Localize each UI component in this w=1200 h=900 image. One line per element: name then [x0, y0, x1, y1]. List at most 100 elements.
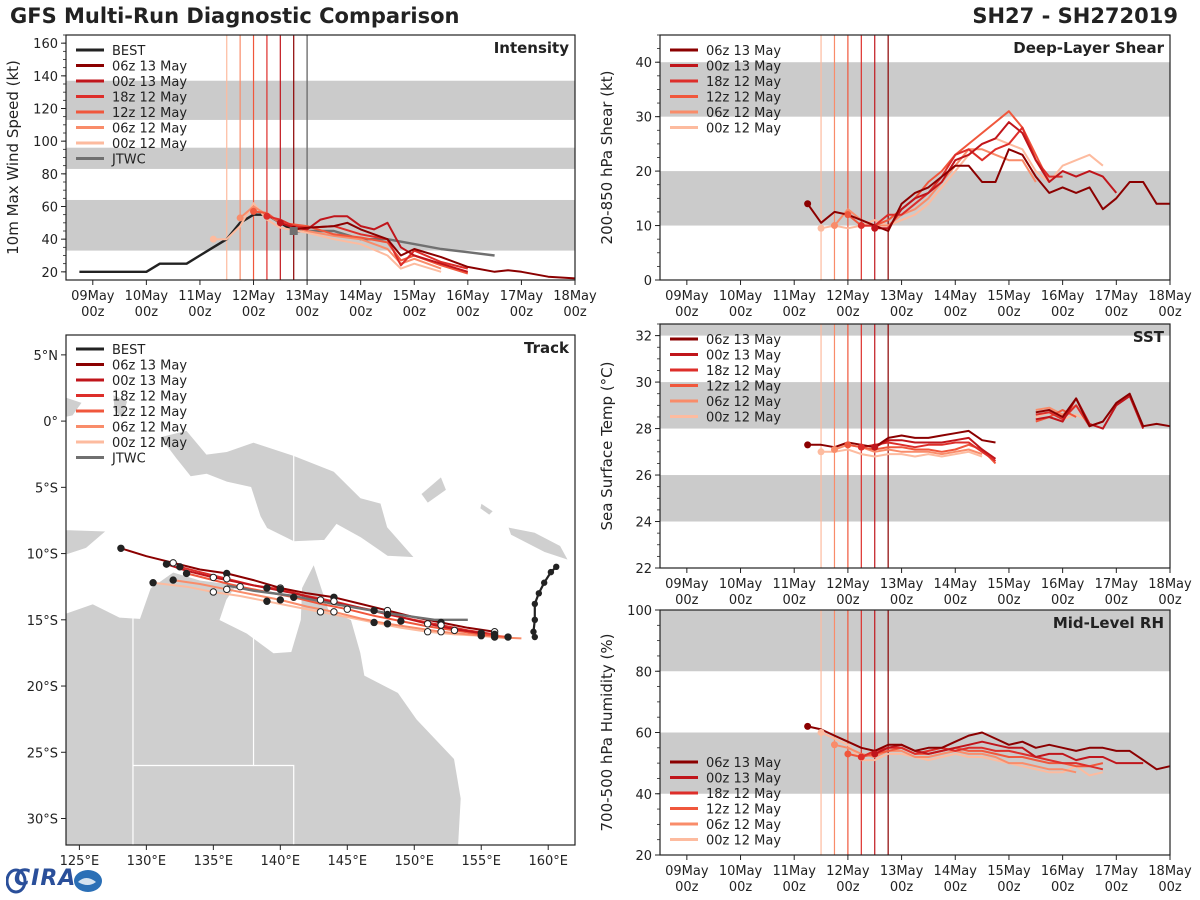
legend-label: 18z 12 May: [112, 91, 187, 106]
rh-xtick-hour: 00z: [944, 880, 968, 895]
run-track-point: [290, 593, 298, 601]
run-start-marker: [236, 214, 244, 222]
run-start-marker: [263, 212, 271, 220]
run-track-point: [397, 617, 405, 625]
legend-label: 00z 12 May: [112, 436, 187, 451]
intensity-xtick-day: 12May: [232, 289, 276, 304]
legend-label: 06z 12 May: [706, 106, 781, 121]
state-border: [252, 633, 295, 845]
run-series-line: [213, 202, 442, 273]
legend-label: 00z 13 May: [706, 772, 781, 787]
sst-xtick-day: 14May: [934, 577, 978, 592]
sst-ytick-label: 24: [635, 516, 652, 531]
track-xtick-label: 145°E: [328, 854, 368, 869]
run-series-line: [860, 746, 1104, 771]
run-track-point: [149, 579, 157, 587]
shear-xtick-hour: 00z: [729, 305, 753, 320]
run-track-point: [276, 596, 285, 604]
track-xtick-label: 140°E: [261, 854, 301, 869]
run-start-marker: [857, 443, 865, 451]
run-start-marker: [871, 443, 879, 451]
rh-xtick-hour: 00z: [1105, 880, 1129, 895]
rh-xtick-day: 18May: [1148, 864, 1192, 879]
run-start-marker: [871, 224, 879, 232]
jtwc-start-marker: [289, 227, 298, 235]
shear-ytick-label: 20: [635, 165, 652, 180]
run-track-point: [383, 610, 392, 619]
track-title: Track: [524, 339, 570, 357]
intensity-xtick-hour: 00z: [349, 305, 373, 320]
intensity-ytick-label: 40: [41, 233, 58, 248]
run-start-marker: [857, 222, 865, 230]
intensity-xtick-hour: 00z: [563, 305, 587, 320]
best-track-point: [553, 563, 560, 571]
intensity-xtick-day: 16May: [446, 289, 490, 304]
track-ytick-label: 20°S: [27, 680, 58, 695]
run-track-point: [223, 585, 231, 594]
sst-xtick-hour: 00z: [675, 593, 699, 608]
rh-xtick-hour: 00z: [675, 880, 699, 895]
sst-title: SST: [1133, 328, 1165, 346]
sst-xtick-day: 12May: [826, 577, 870, 592]
intensity-panel: [61, 34, 576, 285]
rh-xtick-day: 16May: [1041, 864, 1085, 879]
rh-band: [660, 610, 1170, 672]
intensity-xtick-day: 15May: [393, 289, 437, 304]
sst-panel: [655, 323, 1171, 573]
legend-label: 00z 12 May: [112, 137, 187, 152]
sst-xtick-day: 18May: [1148, 577, 1192, 592]
intensity-ytick-label: 100: [33, 135, 58, 150]
run-start-marker: [817, 729, 825, 736]
intensity-ytick-label: 80: [41, 168, 58, 183]
track-ytick-label: 15°S: [27, 614, 58, 629]
rh-xtick-day: 09May: [665, 864, 709, 879]
intensity-title: Intensity: [494, 39, 570, 57]
run-track-point: [437, 621, 445, 629]
run-track-point: [450, 626, 459, 635]
run-track-point: [316, 596, 325, 604]
legend-label: 06z 12 May: [112, 421, 187, 436]
intensity-xtick-day: 17May: [500, 289, 544, 304]
run-start-marker: [830, 222, 838, 230]
rh-xtick-day: 11May: [772, 864, 816, 879]
cira-logo-icon: [6, 868, 102, 894]
run-track-point: [276, 585, 285, 594]
track-ytick-label: 10°S: [27, 548, 58, 563]
legend-label: BEST: [112, 343, 145, 358]
legend-label: 12z 12 May: [706, 91, 781, 106]
shear-xtick-hour: 00z: [675, 305, 699, 320]
track-xtick-label: 150°E: [394, 854, 434, 869]
intensity-ytick-label: 20: [41, 266, 58, 281]
best-track-point: [535, 590, 543, 597]
track-ytick-label: 25°S: [27, 746, 58, 761]
shear-band: [660, 62, 1170, 117]
run-track-point: [176, 563, 184, 571]
run-track-point: [117, 544, 125, 552]
cira-logo-text: CIRA: [14, 866, 77, 891]
sst-xtick-hour: 00z: [783, 593, 807, 608]
run-start-marker: [830, 741, 838, 749]
track-xtick-label: 155°E: [461, 854, 501, 869]
legend-label: 00z 13 May: [706, 349, 781, 364]
sst-xtick-day: 13May: [880, 577, 924, 592]
intensity-xtick-day: 14May: [339, 289, 383, 304]
sst-ytick-label: 22: [635, 562, 652, 577]
run-track-point: [370, 618, 378, 627]
sst-band: [660, 324, 1170, 336]
track-xtick-label: 160°E: [528, 854, 568, 869]
shear-xtick-day: 09May: [665, 289, 709, 304]
track-frame: [65, 334, 576, 846]
rh-ytick-label: 20: [635, 849, 652, 864]
run-track-point: [263, 584, 271, 592]
rh-xtick-hour: 00z: [1051, 880, 1075, 895]
page-title: GFS Multi-Run Diagnostic Comparison: [10, 4, 460, 28]
shear-xtick-day: 11May: [772, 289, 816, 304]
rh-ytick-label: 60: [635, 727, 652, 742]
legend-label: 18z 12 May: [706, 75, 781, 90]
legend-label: 00z 12 May: [706, 411, 781, 426]
legend-label: 12z 12 May: [112, 405, 187, 420]
run-series-line: [266, 215, 469, 270]
intensity-xtick-hour: 00z: [135, 305, 159, 320]
run-track-point: [169, 576, 177, 584]
shear-title: Deep-Layer Shear: [1013, 39, 1164, 57]
